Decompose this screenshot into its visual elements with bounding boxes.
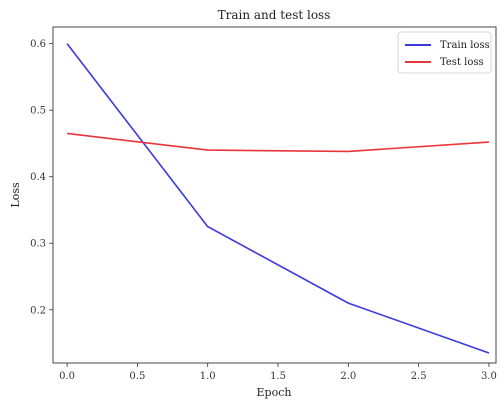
legend-label-test-loss: Test loss — [440, 57, 484, 68]
y-axis-ticks: 0.2 0.3 0.4 0.5 0.6 — [30, 39, 53, 316]
x-axis-label: Epoch — [257, 386, 292, 399]
x-tick-label: 1.5 — [270, 371, 286, 382]
y-tick-label: 0.2 — [30, 305, 46, 316]
series-lines — [66, 43, 490, 354]
series-line-train-loss — [66, 43, 490, 354]
x-tick-label: 2.0 — [340, 371, 356, 382]
x-tick-label: 2.5 — [411, 371, 427, 382]
plot-area-frame — [52, 26, 497, 364]
y-tick-label: 0.4 — [30, 172, 46, 183]
y-axis-label: Loss — [9, 182, 22, 208]
x-tick-label: 1.0 — [200, 371, 216, 382]
legend-label-train-loss: Train loss — [440, 40, 490, 51]
legend: Train loss Test loss — [397, 31, 492, 74]
chart-title: Train and test loss — [218, 8, 331, 22]
x-tick-label: 0.5 — [129, 371, 145, 382]
x-tick-label: 3.0 — [481, 371, 497, 382]
x-tick-label: 0.0 — [59, 371, 75, 382]
series-line-test-loss — [66, 132, 490, 153]
y-tick-label: 0.6 — [30, 39, 46, 50]
y-tick-label: 0.5 — [30, 106, 46, 117]
y-tick-label: 0.3 — [30, 239, 46, 250]
x-axis-ticks: 0.0 0.5 1.0 1.5 2.0 2.5 3.0 — [59, 363, 497, 382]
